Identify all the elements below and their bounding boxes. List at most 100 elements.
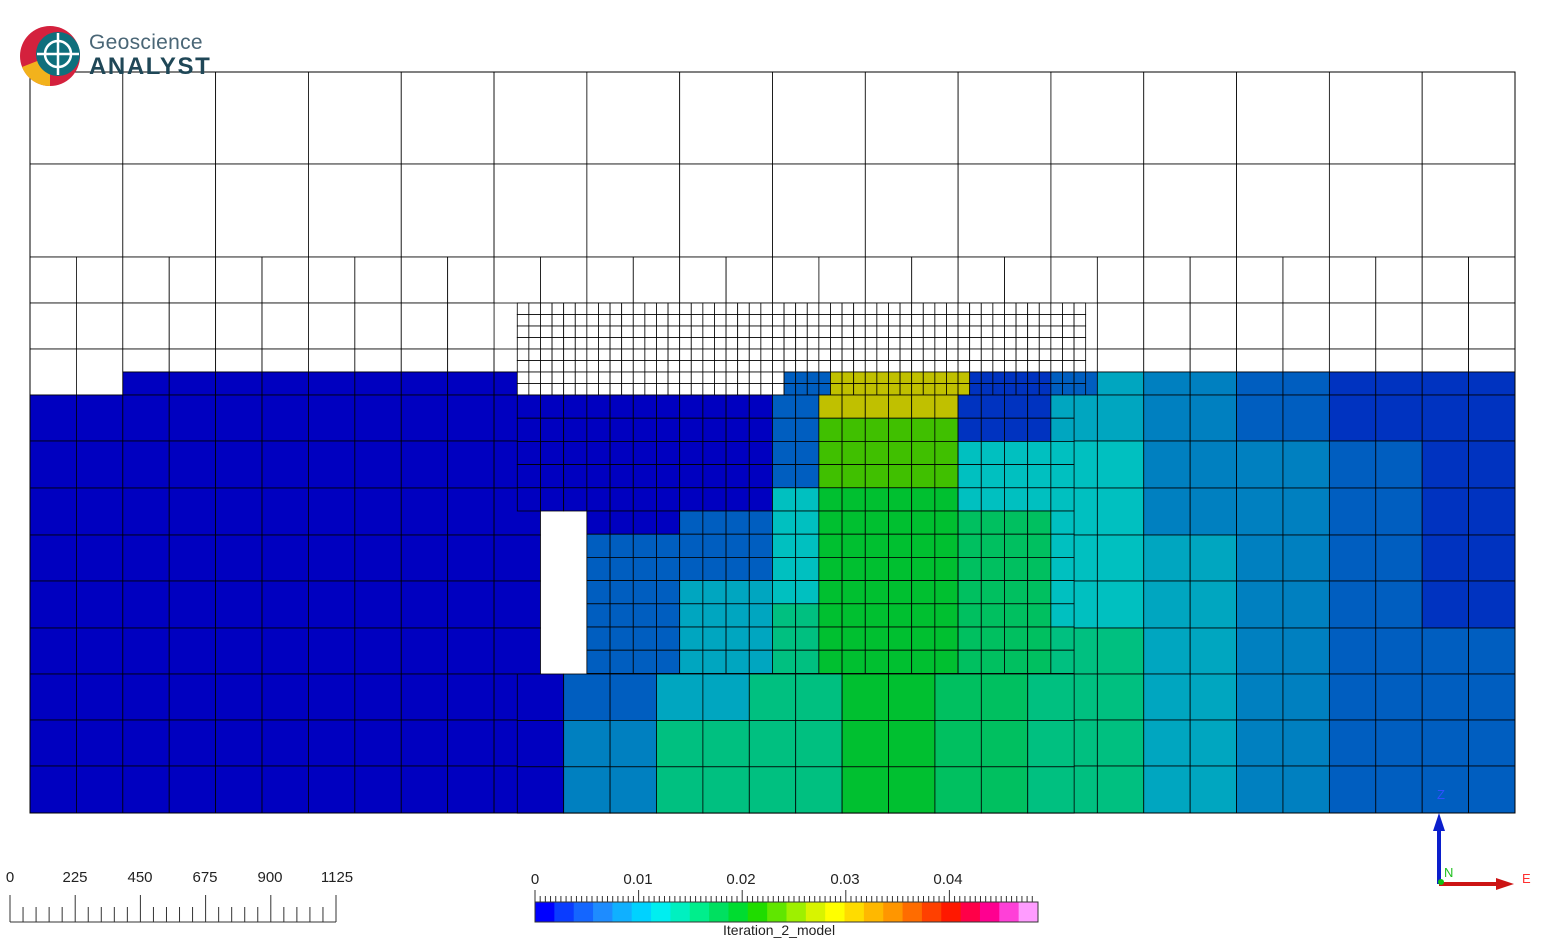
mesh-cell <box>830 325 843 338</box>
mesh-cell <box>702 510 727 535</box>
mesh-cell <box>574 348 588 361</box>
mesh-cell <box>632 348 646 361</box>
mesh-cell <box>748 557 773 582</box>
mesh-cell <box>830 302 843 315</box>
mesh-cell <box>1004 348 1017 361</box>
mesh-cell <box>1015 383 1029 396</box>
mesh-cell <box>551 302 565 315</box>
mesh-cell <box>261 394 309 442</box>
mesh-cell <box>899 325 913 338</box>
mesh-cell <box>1027 464 1052 489</box>
mesh-cell <box>1038 337 1052 350</box>
mesh-cell <box>737 314 750 327</box>
mesh-cell <box>1050 626 1075 651</box>
colorbar-swatch <box>1018 902 1039 922</box>
mesh-cell <box>667 337 681 350</box>
mesh-cell <box>911 487 936 512</box>
mesh-cell <box>609 603 634 628</box>
mesh-cell <box>795 337 808 350</box>
mesh-cell <box>841 626 866 651</box>
mesh-cell <box>644 383 657 396</box>
mesh-cell <box>1328 719 1377 767</box>
mesh-cell <box>876 360 889 373</box>
mesh-cell <box>1468 627 1516 675</box>
mesh-cell <box>354 394 402 442</box>
colorbar-swatch <box>747 902 768 922</box>
mesh-cell <box>168 302 217 350</box>
mesh-cell <box>864 256 913 304</box>
mesh-cell <box>1189 348 1237 373</box>
mesh-cell <box>969 314 982 327</box>
mesh-cell <box>609 337 623 350</box>
mesh-cell <box>1073 348 1087 361</box>
mesh-cell <box>980 603 1005 628</box>
mesh-cell <box>980 464 1005 489</box>
mesh-cell <box>969 337 982 350</box>
mesh-cell <box>1328 71 1423 165</box>
colorbar-swatch <box>979 902 1000 922</box>
mesh-cell <box>992 348 1005 361</box>
mesh-cell <box>632 394 657 419</box>
mesh-cell <box>1096 302 1145 350</box>
mesh-cell <box>841 337 855 350</box>
mesh-cell <box>168 371 217 396</box>
mesh-cell <box>830 314 843 327</box>
mesh-cell <box>725 626 750 651</box>
mesh-cell <box>702 626 727 651</box>
mesh-cell <box>1421 487 1469 536</box>
mesh-cell <box>609 557 634 582</box>
mesh-cell <box>215 302 263 350</box>
mesh-cell <box>1282 302 1330 350</box>
mesh-cell <box>864 626 889 651</box>
mesh-cell <box>818 487 843 512</box>
mesh-cell <box>922 302 936 315</box>
mesh-cell <box>447 719 495 767</box>
mesh-cell <box>540 256 588 304</box>
octree-mesh-section[interactable] <box>29 71 1516 814</box>
mesh-cell <box>888 440 913 465</box>
mesh-cell <box>1096 673 1145 721</box>
mesh-cell <box>400 302 449 350</box>
mesh-cell <box>1004 394 1029 419</box>
mesh-cell <box>748 487 773 512</box>
mesh-cell <box>215 627 263 675</box>
mesh-cell <box>609 417 634 442</box>
mesh-cell <box>76 719 124 767</box>
mesh-cell <box>1189 534 1237 582</box>
mesh-cell <box>969 348 982 361</box>
mesh-cell <box>1421 371 1469 396</box>
mesh-cell <box>586 649 611 674</box>
mesh-cell <box>586 417 611 442</box>
mesh-cell <box>656 626 681 651</box>
mesh-cell <box>1236 440 1284 489</box>
mesh-cell <box>702 383 715 396</box>
mesh-cell <box>122 163 217 258</box>
mesh-cell <box>632 464 657 489</box>
mesh-cell <box>644 325 657 338</box>
mesh-cell <box>957 649 982 674</box>
mesh-cell <box>841 314 855 327</box>
mesh-cell <box>1143 440 1191 489</box>
mesh-cell <box>29 394 77 442</box>
mesh-cell <box>447 534 495 582</box>
mesh-cell <box>1236 673 1284 721</box>
mesh-cell <box>888 557 913 582</box>
mesh-cell <box>656 325 669 338</box>
mesh-cell <box>1050 510 1075 535</box>
mesh-cell <box>783 360 797 373</box>
mesh-cell <box>957 417 982 442</box>
mesh-cell <box>725 603 750 628</box>
mesh-cell <box>563 348 576 361</box>
mesh-cell <box>690 337 704 350</box>
mesh-cell <box>772 580 797 605</box>
mesh-cell <box>308 440 356 489</box>
mesh-cell <box>586 487 611 512</box>
mesh-cell <box>168 348 217 373</box>
mesh-cell <box>795 440 820 465</box>
mesh-cell <box>725 371 739 384</box>
mesh-cell <box>1004 383 1017 396</box>
mesh-cell <box>679 371 692 384</box>
mesh-cell <box>888 673 936 721</box>
mesh-cell <box>911 256 959 304</box>
